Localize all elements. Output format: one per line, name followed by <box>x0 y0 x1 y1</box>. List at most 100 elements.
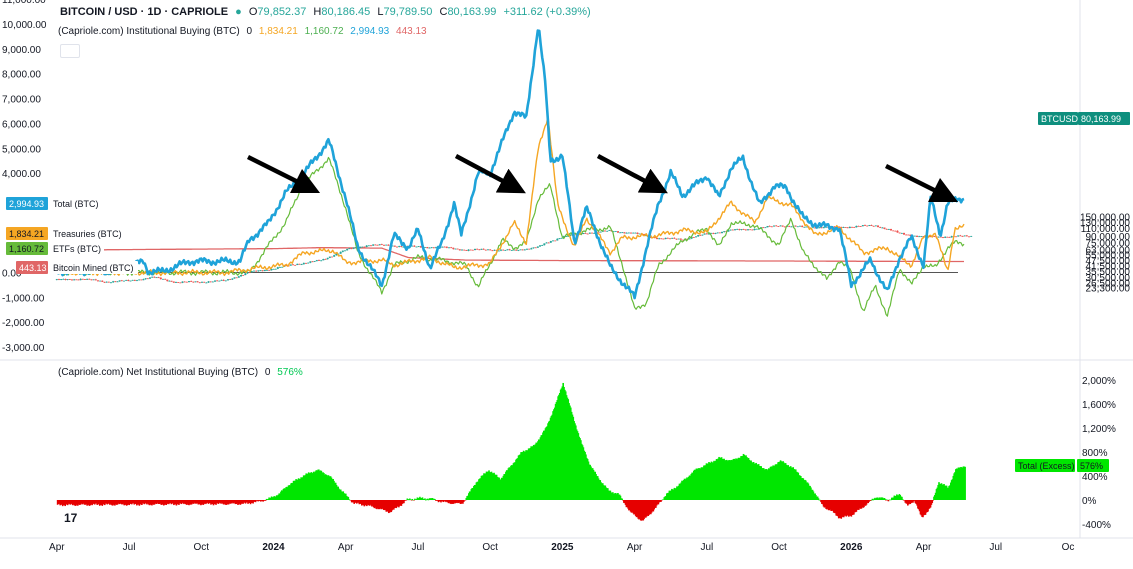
histogram-bar <box>309 473 312 500</box>
histogram-bar <box>695 468 698 500</box>
low-value: 79,789.50 <box>383 6 433 18</box>
histogram-bar <box>499 479 501 500</box>
candle-body <box>617 231 620 233</box>
histogram-bar <box>421 497 424 500</box>
candle-body <box>812 227 815 229</box>
candle-body <box>304 262 307 264</box>
histogram-bar <box>65 500 67 505</box>
histogram-bar <box>78 500 81 505</box>
histogram-bar <box>181 500 184 503</box>
histogram-bar <box>821 500 823 504</box>
histogram-bar <box>169 500 172 503</box>
histogram-bar <box>874 497 876 500</box>
histogram-bar <box>425 499 427 501</box>
candle-body <box>380 244 383 246</box>
candle-body <box>734 229 737 231</box>
histogram-bar <box>737 457 740 500</box>
histogram-bar <box>188 500 190 506</box>
histogram-bar <box>243 500 245 503</box>
candle-body <box>840 226 843 228</box>
histogram-bar <box>375 500 377 509</box>
candle-body <box>278 266 281 268</box>
histogram-bar <box>679 483 682 500</box>
badge-price-name: BTCUSD <box>1041 114 1079 124</box>
histogram-bar <box>452 500 454 504</box>
candle-body <box>131 279 134 281</box>
histogram-bar <box>783 463 786 500</box>
histogram-bar <box>103 500 105 505</box>
histogram-bar <box>507 468 510 500</box>
histogram-bar <box>923 500 925 516</box>
candle-body <box>463 249 466 251</box>
badge-etfs-name-bg <box>50 242 104 255</box>
histogram-bar <box>939 483 941 500</box>
candle-body <box>532 247 535 249</box>
candle-body <box>565 236 567 237</box>
candle-body <box>127 279 130 282</box>
histogram-bar <box>608 490 611 500</box>
candle-body <box>391 245 394 247</box>
histogram-bar <box>293 480 296 500</box>
histogram-bar <box>676 486 678 500</box>
histogram-bar <box>728 460 730 500</box>
histogram-bar <box>832 500 835 513</box>
histogram-bar <box>491 473 494 500</box>
histogram-bar <box>105 500 108 504</box>
histogram-bar <box>666 493 668 500</box>
histogram-bar <box>964 466 966 500</box>
histogram-bar <box>289 485 291 500</box>
candle-body <box>599 231 602 233</box>
tradingview-logo-icon[interactable]: 17 <box>64 511 78 525</box>
histogram-bar <box>926 500 929 513</box>
histogram-bar <box>119 500 121 504</box>
histogram-bar <box>524 451 527 500</box>
lower-indicator-header: (Capriole.com) Net Institutional Buying … <box>58 367 307 378</box>
histogram-bar <box>272 497 275 500</box>
left-axis-tick-label: -2,000.00 <box>2 318 45 329</box>
histogram-bar <box>635 500 638 518</box>
candle-body <box>205 282 208 284</box>
histogram-bar <box>693 469 696 500</box>
histogram-bar <box>342 491 345 500</box>
histogram-bar <box>543 430 545 500</box>
histogram-bar <box>282 488 285 500</box>
lower-indicator-title[interactable]: (Capriole.com) Net Institutional Buying … <box>58 367 259 378</box>
histogram-bar <box>847 500 849 516</box>
candle-body <box>112 281 115 283</box>
histogram-bar <box>114 500 116 506</box>
histogram-bar <box>377 500 380 510</box>
candle-body <box>443 246 446 248</box>
symbol-title[interactable]: BITCOIN / USD · 1D · CAPRIOLE <box>60 6 229 18</box>
histogram-bar <box>955 468 958 500</box>
histogram-bar <box>675 488 677 500</box>
histogram-bar <box>395 500 398 509</box>
histogram-bar <box>767 469 769 500</box>
histogram-bar <box>168 500 171 504</box>
candle-body <box>742 229 745 230</box>
histogram-bar <box>821 500 824 505</box>
histogram-bar <box>867 500 870 504</box>
candle-body <box>307 262 310 264</box>
histogram-bar <box>833 500 836 513</box>
histogram-bar <box>516 458 518 500</box>
histogram-bar <box>623 500 626 504</box>
indicator-settings-button[interactable] <box>60 44 80 58</box>
candle-body <box>187 281 190 283</box>
histogram-bar <box>167 500 169 504</box>
candle-body <box>744 229 747 231</box>
histogram-bar <box>398 500 400 508</box>
histogram-bar <box>264 500 266 501</box>
candle-body <box>311 261 314 263</box>
left-axis-tick-label: 5,000.00 <box>2 144 41 155</box>
histogram-bar <box>866 500 869 503</box>
histogram-bar <box>194 500 196 503</box>
histogram-bar <box>805 480 807 500</box>
badge-mined-name: Bitcoin Mined (BTC) <box>53 263 134 273</box>
candle-body <box>415 246 418 248</box>
histogram-bar <box>428 498 431 500</box>
indicator-title[interactable]: (Capriole.com) Institutional Buying (BTC… <box>58 26 240 37</box>
histogram-bar <box>422 499 425 500</box>
histogram-bar <box>565 395 568 500</box>
